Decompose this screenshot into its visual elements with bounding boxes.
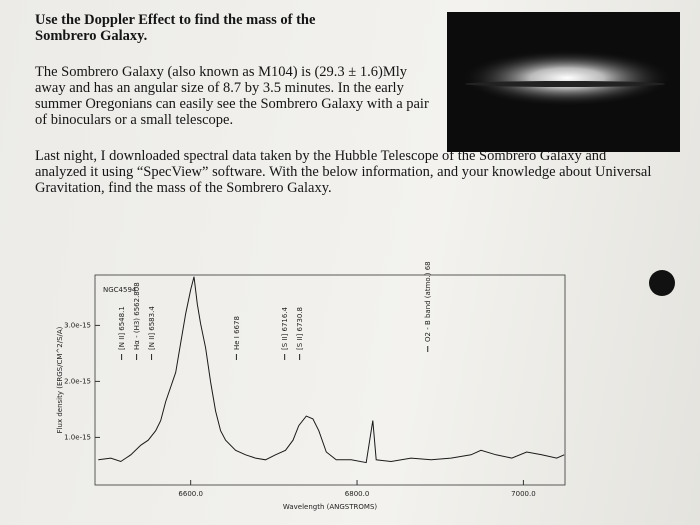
y-tick-label: 2.0e-15: [64, 377, 91, 385]
line-label: [N II] 6583.4: [148, 306, 156, 350]
line-label: O2 - B band (atmo.) 68: [424, 261, 432, 342]
plot-frame: [94, 274, 566, 486]
x-tick-label: 6600.0: [178, 490, 203, 498]
paragraph: The Sombrero Galaxy (also known as M104)…: [35, 64, 429, 128]
line-label: He I 6678: [233, 316, 241, 350]
title: Use the Doppler Effect to find the mass …: [35, 12, 316, 44]
hole-punch: [649, 270, 675, 296]
galaxy-photo: [447, 12, 680, 152]
line-label: Hα - (H3) 6562.808: [133, 282, 141, 350]
x-tick-label: 6800.0: [345, 490, 370, 498]
paragraph: Last night, I downloaded spectral data t…: [35, 148, 652, 196]
plot-label: NGC4594: [103, 286, 137, 294]
spectrum-line: [98, 276, 565, 464]
x-tick-label: 7000.0: [511, 490, 536, 498]
line-label: [S II] 6730.8: [296, 307, 304, 350]
x-axis-label: Wavelength (ANGSTROMS): [283, 503, 378, 511]
y-tick-label: 1.0e-15: [64, 433, 91, 441]
line-label: [S II] 6716.4: [281, 306, 289, 350]
y-tick-label: 3.0e-15: [64, 321, 91, 329]
line-label: [N II] 6548.1: [118, 306, 126, 350]
y-axis-label: Flux density (ERGS/CM^2/S/A): [56, 326, 64, 433]
